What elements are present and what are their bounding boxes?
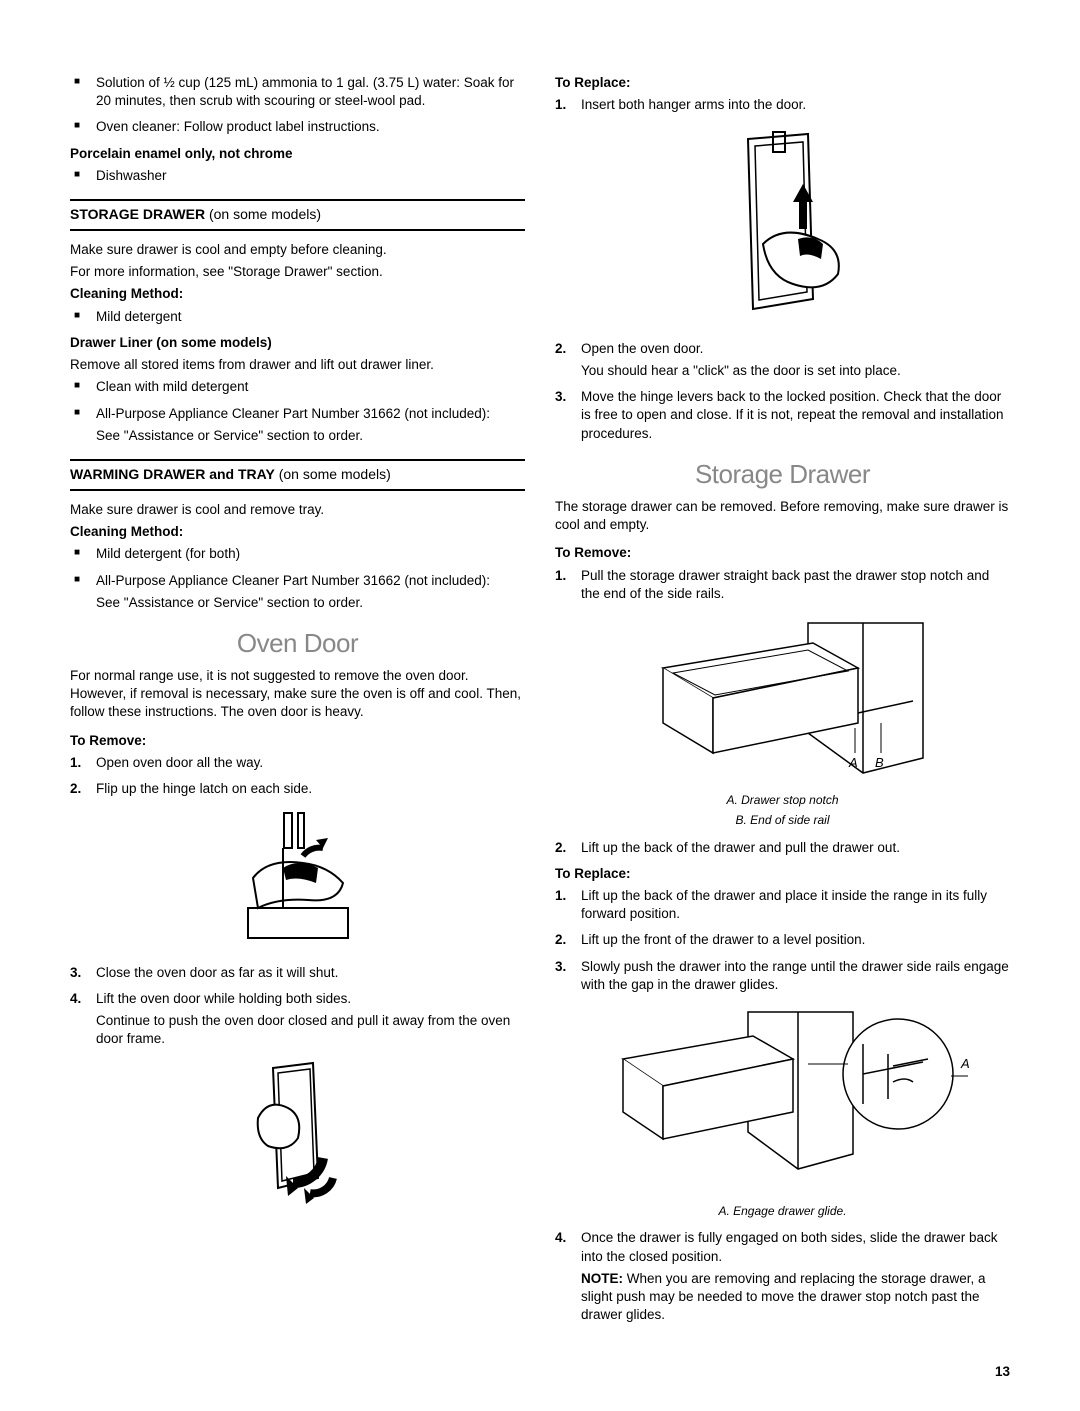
storage-drawer-section-bar: STORAGE DRAWER (on some models) (70, 199, 525, 231)
list-item-text: All-Purpose Appliance Cleaner Part Numbe… (96, 406, 490, 421)
to-remove-label: To Remove: (70, 732, 525, 750)
callout-a-label: A (848, 755, 858, 770)
storage-intro-1: Make sure drawer is cool and empty befor… (70, 241, 525, 259)
to-replace-label: To Replace: (555, 74, 1010, 92)
step-item: 1.Pull the storage drawer straight back … (555, 567, 1010, 603)
porcelain-enamel-label: Porcelain enamel only, not chrome (70, 145, 525, 163)
step-text: Pull the storage drawer straight back pa… (581, 568, 989, 601)
door-lift-figure (70, 1058, 525, 1223)
hanger-arm-illustration (703, 124, 863, 324)
figure-caption: A. Engage drawer glide. (555, 1203, 1010, 1219)
step-sub: Continue to push the oven door closed an… (96, 1012, 525, 1048)
drawer-remove-illustration: A B (623, 613, 943, 783)
step-item: 2.Flip up the hinge latch on each side. (70, 780, 525, 798)
hinge-latch-figure (70, 808, 525, 953)
figure-caption-a: A. Drawer stop notch (555, 792, 1010, 808)
step-text: Lift up the front of the drawer to a lev… (581, 932, 865, 947)
step-item: 2.Lift up the front of the drawer to a l… (555, 931, 1010, 949)
drawer-liner-label: Drawer Liner (on some models) (70, 334, 525, 352)
door-replace-steps: 1.Insert both hanger arms into the door. (555, 96, 1010, 114)
drawer-remove-figure: A B A. Drawer stop notch B. End of side … (555, 613, 1010, 829)
drawer-glide-figure: A A. Engage drawer glide. (555, 1004, 1010, 1219)
step-text: Once the drawer is fully engaged on both… (581, 1230, 998, 1263)
section-bar-subtitle: (on some models) (275, 466, 391, 482)
list-item: Oven cleaner: Follow product label instr… (70, 118, 525, 136)
storage-drawer-intro: The storage drawer can be removed. Befor… (555, 498, 1010, 534)
warming-method-list: Mild detergent (for both) All-Purpose Ap… (70, 545, 525, 612)
right-column: To Replace: 1.Insert both hanger arms in… (555, 70, 1010, 1333)
storage-remove-steps-cont: 2.Lift up the back of the drawer and pul… (555, 839, 1010, 857)
step-text: Flip up the hinge latch on each side. (96, 781, 312, 796)
step-text: Open the oven door. (581, 341, 703, 356)
note-label: NOTE: (581, 1271, 627, 1286)
oven-door-heading: Oven Door (70, 626, 525, 661)
warming-drawer-section-bar: WARMING DRAWER and TRAY (on some models) (70, 459, 525, 491)
hanger-arm-figure (555, 124, 1010, 329)
step-item: 3.Close the oven door as far as it will … (70, 964, 525, 982)
step-text: Lift up the back of the drawer and pull … (581, 840, 900, 855)
list-item: All-Purpose Appliance Cleaner Part Numbe… (70, 405, 525, 445)
oven-remove-steps-cont: 3.Close the oven door as far as it will … (70, 964, 525, 1049)
list-item: Mild detergent (70, 308, 525, 326)
step-text: Open oven door all the way. (96, 755, 263, 770)
step-sub: You should hear a "click" as the door is… (581, 362, 1010, 380)
step-item: 1.Open oven door all the way. (70, 754, 525, 772)
list-item: Mild detergent (for both) (70, 545, 525, 563)
drawer-glide-illustration: A (593, 1004, 973, 1194)
porcelain-bullet-list: Dishwasher (70, 167, 525, 185)
section-bar-title: STORAGE DRAWER (70, 206, 205, 222)
storage-remove-steps: 1.Pull the storage drawer straight back … (555, 567, 1010, 603)
step-text: Move the hinge levers back to the locked… (581, 389, 1004, 440)
list-item: Dishwasher (70, 167, 525, 185)
step-item: 1.Lift up the back of the drawer and pla… (555, 887, 1010, 923)
step-note: NOTE: When you are removing and replacin… (581, 1270, 1010, 1325)
section-bar-title: WARMING DRAWER and TRAY (70, 466, 275, 482)
drawer-liner-intro: Remove all stored items from drawer and … (70, 356, 525, 374)
step-item: 4. Lift the oven door while holding both… (70, 990, 525, 1049)
cleaning-method-list: Mild detergent (70, 308, 525, 326)
to-replace-label: To Replace: (555, 865, 1010, 883)
storage-intro-2: For more information, see "Storage Drawe… (70, 263, 525, 281)
section-bar-subtitle: (on some models) (205, 206, 321, 222)
storage-replace-steps-cont: 4. Once the drawer is fully engaged on b… (555, 1229, 1010, 1324)
callout-b-label: B (875, 755, 884, 770)
door-replace-steps-cont: 2. Open the oven door. You should hear a… (555, 340, 1010, 443)
note-text: When you are removing and replacing the … (581, 1271, 985, 1322)
page-number: 13 (70, 1363, 1010, 1381)
left-column: Solution of ½ cup (125 mL) ammonia to 1 … (70, 70, 525, 1333)
oven-door-intro: For normal range use, it is not suggeste… (70, 667, 525, 722)
cleaning-method-label: Cleaning Method: (70, 523, 525, 541)
warming-intro: Make sure drawer is cool and remove tray… (70, 501, 525, 519)
list-item: All-Purpose Appliance Cleaner Part Numbe… (70, 572, 525, 612)
step-text: Lift the oven door while holding both si… (96, 991, 351, 1006)
hinge-latch-illustration (228, 808, 368, 948)
drawer-liner-list: Clean with mild detergent All-Purpose Ap… (70, 378, 525, 445)
step-item: 3.Move the hinge levers back to the lock… (555, 388, 1010, 443)
to-remove-label: To Remove: (555, 544, 1010, 562)
step-text: Slowly push the drawer into the range un… (581, 959, 1009, 992)
step-text: Insert both hanger arms into the door. (581, 97, 806, 112)
two-column-layout: Solution of ½ cup (125 mL) ammonia to 1 … (70, 70, 1010, 1333)
step-item: 4. Once the drawer is fully engaged on b… (555, 1229, 1010, 1324)
oven-remove-steps: 1.Open oven door all the way. 2.Flip up … (70, 754, 525, 798)
list-item-sub: See "Assistance or Service" section to o… (96, 594, 525, 612)
step-item: 2.Lift up the back of the drawer and pul… (555, 839, 1010, 857)
list-item: Solution of ½ cup (125 mL) ammonia to 1 … (70, 74, 525, 110)
step-text: Close the oven door as far as it will sh… (96, 965, 338, 980)
cleaning-method-label: Cleaning Method: (70, 285, 525, 303)
list-item: Clean with mild detergent (70, 378, 525, 396)
storage-replace-steps: 1.Lift up the back of the drawer and pla… (555, 887, 1010, 994)
figure-caption-b: B. End of side rail (555, 812, 1010, 828)
door-lift-illustration (238, 1058, 358, 1218)
step-item: 1.Insert both hanger arms into the door. (555, 96, 1010, 114)
top-bullet-list: Solution of ½ cup (125 mL) ammonia to 1 … (70, 74, 525, 137)
list-item-sub: See "Assistance or Service" section to o… (96, 427, 525, 445)
step-text: Lift up the back of the drawer and place… (581, 888, 987, 921)
callout-a-label: A (960, 1056, 970, 1071)
step-item: 2. Open the oven door. You should hear a… (555, 340, 1010, 380)
step-item: 3.Slowly push the drawer into the range … (555, 958, 1010, 994)
list-item-text: All-Purpose Appliance Cleaner Part Numbe… (96, 573, 490, 588)
storage-drawer-heading: Storage Drawer (555, 457, 1010, 492)
